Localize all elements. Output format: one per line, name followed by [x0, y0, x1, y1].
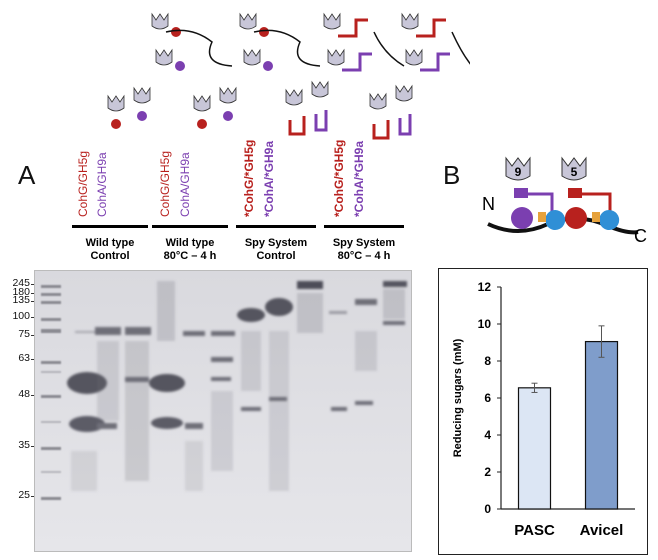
mw-marker-135: 135: [12, 294, 30, 306]
lane-label-4: CohA/GH9a: [178, 152, 192, 217]
panel-b-schematic: 9 5: [487, 156, 639, 235]
mw-tick-245: [31, 284, 36, 285]
mw-tick-63: [31, 359, 36, 360]
gel-bands: [35, 271, 411, 551]
scaffold-complex-1: [151, 13, 233, 71]
complex-schematics: [107, 13, 470, 140]
group-4-line2: 80°C – 4 h: [337, 250, 391, 262]
mw-marker-75: 75: [18, 328, 30, 340]
group-3-line1: Spy System: [244, 237, 308, 249]
lane-label-6: *CohA/*GH9a: [262, 140, 276, 217]
mw-tick-75: [31, 335, 36, 336]
reducing-sugars-chart: 0 2 4 6 8 10 12 PASC Avicel Reducing sugars (mM): [438, 268, 648, 555]
n-terminus-label: N: [482, 194, 495, 214]
y-tick-label: 4: [484, 428, 491, 442]
mw-tick-25: [31, 496, 36, 497]
group-bar-4: [324, 225, 404, 228]
mw-marker-25: 25: [18, 489, 30, 501]
lane-label-7: *CohG/*GH5g: [332, 139, 346, 217]
mw-tick-180: [31, 293, 36, 294]
y-tick-label: 10: [478, 317, 492, 331]
group-bar-1: [72, 225, 148, 228]
ladder-lane: [41, 285, 61, 500]
sds-page-gel: [34, 270, 412, 552]
lane-label-5: *CohG/*GH5g: [242, 139, 256, 217]
group-4-line1: Spy System: [332, 237, 396, 249]
group-label-2: Wild type 80°C – 4 h: [146, 237, 234, 263]
mw-marker-180: 180: [12, 286, 30, 298]
module-5: [561, 156, 620, 230]
scaffold-complex-4: [401, 13, 470, 72]
group-label-3: Spy System Control: [230, 237, 322, 263]
panel-b-letter: B: [443, 160, 461, 190]
x-tick-label: Avicel: [580, 522, 624, 539]
bar-avicel: [584, 340, 619, 510]
mw-tick-135: [31, 301, 36, 302]
enzyme-pair-1: [107, 87, 151, 129]
mw-marker-245: 245: [12, 277, 30, 289]
bar-pasc: [517, 387, 552, 510]
group-bar-2: [152, 225, 228, 228]
group-2-line2: 80°C – 4 h: [163, 250, 217, 262]
scaffold-complex-3: [323, 13, 405, 72]
group-label-4: Spy System 80°C – 4 h: [318, 237, 410, 263]
y-tick-label: 0: [484, 502, 491, 516]
x-tick-label: PASC: [514, 522, 555, 539]
group-2-line1: Wild type: [165, 237, 215, 249]
module-9: [505, 156, 566, 230]
mw-marker-35: 35: [18, 439, 30, 451]
lane-label-3: CohG/GH5g: [158, 150, 172, 217]
mw-tick-48: [31, 395, 36, 396]
group-1-line1: Wild type: [85, 237, 135, 249]
y-tick-label: 8: [484, 354, 491, 368]
group-1-line2: Control: [90, 250, 130, 262]
group-label-1: Wild type Control: [66, 237, 154, 263]
chart-svg: 0 2 4 6 8 10 12 PASC Avicel Reducing sugars (mM): [452, 280, 635, 539]
enzyme-pair-2: [193, 87, 237, 129]
y-tick-label: 6: [484, 391, 491, 405]
enzyme-pair-3: [285, 81, 329, 136]
c-terminus-label: C: [634, 226, 647, 246]
enzyme-pair-4: [369, 85, 413, 140]
mw-marker-63: 63: [18, 352, 30, 364]
lane-label-1: CohG/GH5g: [76, 150, 90, 217]
group-bar-3: [236, 225, 316, 228]
mw-tick-35: [31, 446, 36, 447]
y-tick-label: 2: [484, 465, 491, 479]
module-number-9: 9: [515, 165, 522, 179]
group-3-line2: Control: [256, 250, 296, 262]
mw-marker-100: 100: [12, 310, 30, 322]
module-number-5: 5: [571, 165, 578, 179]
lane-label-8: *CohA/*GH9a: [352, 140, 366, 217]
lane-label-2: CohA/GH9a: [95, 152, 109, 217]
mw-marker-48: 48: [18, 388, 30, 400]
scaffold-complex-2: [239, 13, 321, 71]
panel-a-letter: A: [18, 160, 36, 190]
mw-tick-100: [31, 317, 36, 318]
y-axis-label: Reducing sugars (mM): [452, 338, 464, 457]
y-tick-label: 12: [478, 280, 492, 294]
